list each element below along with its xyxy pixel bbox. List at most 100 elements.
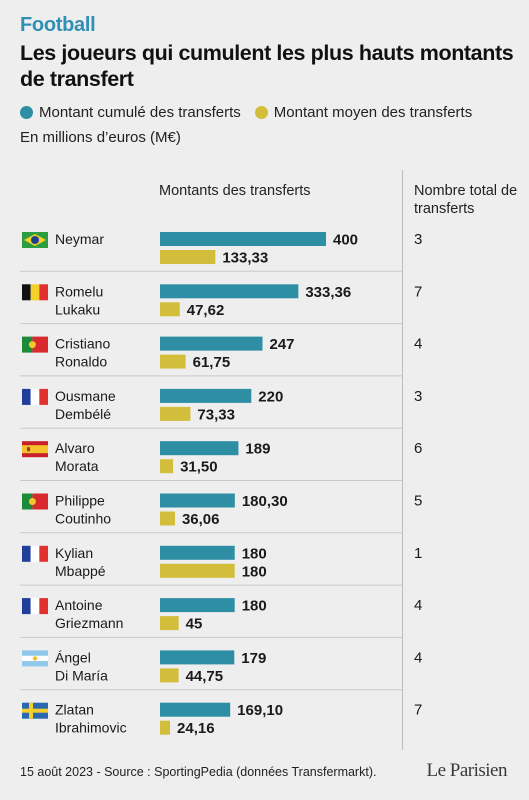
flag-portugal-icon <box>22 336 48 353</box>
legend: Montant cumulé des transferts Montant mo… <box>20 104 472 121</box>
transfer-count: 1 <box>414 545 422 562</box>
flag-argentina-icon <box>22 650 48 667</box>
player-row: Ángel Di María 179 44,75 4 <box>20 636 422 685</box>
column-header-count: Nombre total de transferts <box>414 183 518 217</box>
player-name: Mbappé <box>55 563 106 579</box>
player-name: Ousmane <box>55 388 116 404</box>
value-label-average: 47,62 <box>187 302 225 319</box>
player-name: Neymar <box>55 231 104 247</box>
transfer-count: 3 <box>414 388 422 405</box>
value-label-average: 44,75 <box>186 668 224 685</box>
bar-average <box>160 302 180 317</box>
brand-logo: Le Parisien <box>426 760 507 781</box>
bar-total <box>160 336 263 351</box>
flag-brazil-icon <box>22 232 48 248</box>
bar-total <box>160 232 326 246</box>
transfer-count: 6 <box>414 440 422 457</box>
value-label-average: 31,50 <box>180 459 218 476</box>
bar-average <box>160 354 186 369</box>
player-row: Ousmane Dembélé 220 73,33 3 <box>20 375 422 423</box>
flag-belgium-icon <box>22 284 48 301</box>
transfer-count: 7 <box>414 283 422 300</box>
flag-france-icon <box>22 388 48 405</box>
value-label-total: 169,10 <box>237 702 283 719</box>
bar-average <box>160 250 216 264</box>
player-name: Dembélé <box>55 406 111 422</box>
legend-item-average: Montant moyen des transferts <box>254 104 473 121</box>
value-label-average: 61,75 <box>193 354 231 371</box>
flag-portugal-icon <box>22 493 48 510</box>
player-name: Antoine <box>55 597 103 613</box>
flag-france-icon <box>22 598 48 615</box>
player-row: Antoine Griezmann 180 45 4 <box>20 584 422 633</box>
player-name: Alvaro <box>55 440 95 456</box>
value-label-average: 45 <box>186 616 203 633</box>
player-name: Romelu <box>55 283 103 299</box>
value-label-total: 180 <box>242 545 267 562</box>
legend-label-average: Montant moyen des transferts <box>273 104 473 121</box>
value-label-total: 189 <box>245 441 270 458</box>
player-name: Morata <box>55 458 99 474</box>
value-label-average: 36,06 <box>182 511 220 528</box>
value-label-total: 400 <box>333 232 358 249</box>
player-row: Zlatan Ibrahimovic 169,10 24,16 7 <box>20 689 422 737</box>
value-label-total: 333,36 <box>305 284 351 301</box>
value-label-average: 24,16 <box>177 720 215 737</box>
value-label-average: 73,33 <box>197 406 235 423</box>
bar-average <box>160 511 175 526</box>
value-label-total: 179 <box>241 650 266 667</box>
player-name: Philippe <box>55 493 105 509</box>
bar-total <box>160 441 239 456</box>
bar-total <box>160 493 235 508</box>
player-name: Lukaku <box>55 301 100 317</box>
bar-total <box>160 545 235 560</box>
player-name: Coutinho <box>55 511 111 527</box>
value-label-total: 220 <box>258 388 283 405</box>
bar-total <box>160 388 252 403</box>
player-name: Zlatan <box>55 702 94 718</box>
player-name: Cristiano <box>55 336 110 352</box>
column-divider <box>402 170 403 750</box>
bar-total <box>160 702 231 717</box>
chart-title: Les joueurs qui cumulent les plus hauts … <box>20 41 514 91</box>
bar-average <box>160 668 179 683</box>
unit-label: En millions d’euros (M€) <box>20 129 181 146</box>
legend-item-total: Montant cumulé des transferts <box>20 104 241 121</box>
player-row: Neymar 400 133,33 3 <box>22 231 422 267</box>
footer-source: 15 août 2023 - Source : SportingPedia (d… <box>20 765 377 779</box>
player-row: Cristiano Ronaldo 247 61,75 4 <box>20 323 422 371</box>
transfer-count: 4 <box>414 336 422 353</box>
flag-sweden-icon <box>22 702 48 719</box>
bar-average <box>160 406 191 421</box>
value-label-total: 180,30 <box>242 493 288 510</box>
player-name: Ibrahimovic <box>55 720 127 736</box>
bar-total <box>160 284 299 299</box>
transfer-count: 4 <box>414 597 422 614</box>
player-name: Kylian <box>55 545 93 561</box>
player-row: Philippe Coutinho 180,30 36,06 5 <box>20 480 422 528</box>
value-label-average: 180 <box>242 563 267 580</box>
value-label-average: 133,33 <box>222 250 268 267</box>
legend-label-total: Montant cumulé des transferts <box>39 104 241 121</box>
transfer-count: 3 <box>414 231 422 248</box>
player-row: Romelu Lukaku 333,36 47,62 7 <box>20 270 422 319</box>
flag-spain-icon <box>22 441 48 458</box>
column-header-amounts: Montants des transferts <box>159 183 311 199</box>
player-name: Ronaldo <box>55 354 107 370</box>
bar-average <box>160 459 174 474</box>
bar-average <box>160 563 235 578</box>
bar-average <box>160 720 171 735</box>
value-label-total: 247 <box>270 336 295 353</box>
kicker: Football <box>20 14 96 36</box>
bar-total <box>160 650 235 665</box>
transfer-count: 7 <box>414 702 422 719</box>
player-name: Griezmann <box>55 615 123 631</box>
legend-swatch-total <box>20 106 33 119</box>
transfer-count: 4 <box>414 649 422 666</box>
legend-swatch-average <box>254 106 268 119</box>
bar-average <box>160 616 179 631</box>
value-label-total: 180 <box>242 598 267 615</box>
transfer-count: 5 <box>414 493 422 510</box>
player-name: Ángel <box>55 649 91 665</box>
